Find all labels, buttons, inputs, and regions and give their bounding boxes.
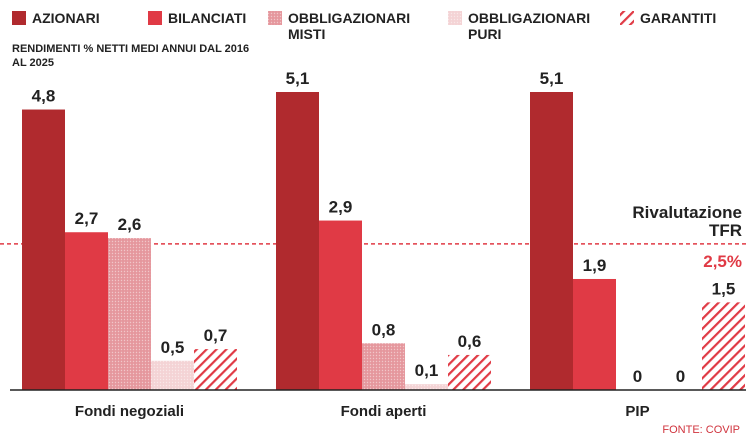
source: FONTE: COVIP — [662, 424, 740, 436]
reference-label: Rivalutazione TFR — [632, 203, 742, 240]
bar — [362, 343, 405, 390]
legend-label: OBBLIGAZIONARI MISTI — [288, 10, 411, 42]
value-label: 0,5 — [161, 338, 185, 357]
legend-label: OBBLIGAZIONARI PURI — [468, 10, 591, 42]
value-label: 0 — [633, 367, 642, 386]
x-tick-label: Fondi negoziali — [75, 403, 184, 420]
bar — [22, 109, 65, 390]
reference-value: 2,5% — [703, 252, 742, 271]
legend-swatch — [148, 11, 162, 25]
legend-swatch — [620, 11, 634, 25]
bar — [702, 302, 745, 390]
bar — [151, 360, 194, 390]
x-tick-label: Fondi aperti — [341, 403, 427, 420]
legend-label: GARANTITI — [640, 10, 717, 26]
bar — [405, 384, 448, 390]
value-label: 2,7 — [75, 209, 99, 228]
value-label: 0,8 — [372, 320, 396, 339]
value-label: 0,1 — [415, 361, 439, 380]
subtitle: RENDIMENTI % NETTI MEDI ANNUI DAL 2016 A… — [12, 43, 250, 69]
bar — [194, 349, 237, 390]
bar — [65, 232, 108, 390]
value-label: 5,1 — [286, 69, 310, 88]
bar — [108, 238, 151, 390]
legend-swatch — [448, 11, 462, 25]
value-label: 1,5 — [712, 279, 736, 298]
legend-swatch — [268, 11, 282, 25]
value-label: 4,8 — [32, 87, 56, 106]
value-label: 0,6 — [458, 332, 482, 351]
x-tick-label: PIP — [625, 403, 649, 420]
value-label: 2,6 — [118, 215, 142, 234]
bar — [448, 354, 491, 390]
bar — [530, 92, 573, 390]
bar — [319, 220, 362, 390]
legend-label: AZIONARI — [32, 10, 100, 26]
value-label: 0,7 — [204, 326, 228, 345]
bar — [573, 278, 616, 390]
value-label: 1,9 — [583, 256, 607, 275]
value-label: 5,1 — [540, 69, 564, 88]
legend-swatch — [12, 11, 26, 25]
value-label: 0 — [676, 367, 685, 386]
bar — [276, 92, 319, 390]
legend-label: BILANCIATI — [168, 10, 247, 26]
value-label: 2,9 — [329, 198, 353, 217]
